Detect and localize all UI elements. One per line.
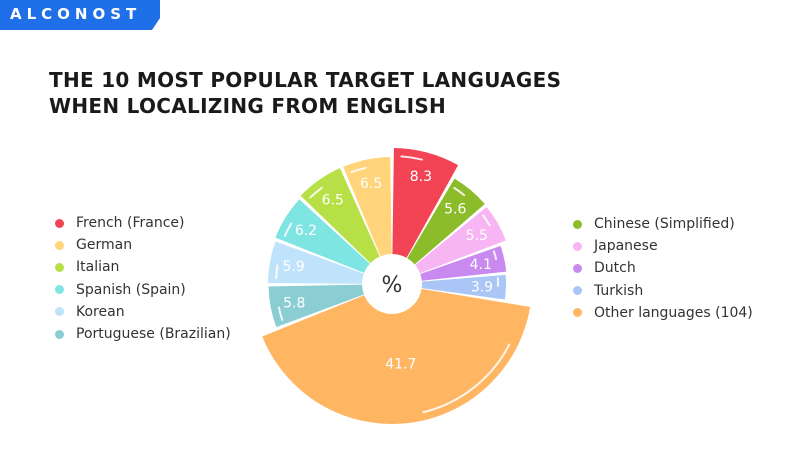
slice-value-label: 5.8 (283, 296, 305, 312)
legend-label: German (76, 237, 133, 254)
legend-left: French (France) German Italian Spanish (Spa… (55, 212, 231, 345)
brand-logo (0, 0, 160, 30)
legend-left-item: Korean (55, 301, 231, 323)
legend-left-item: Italian (55, 256, 231, 278)
legend-swatch (55, 218, 64, 228)
slice-value-label: 41.7 (385, 357, 416, 373)
pie-slice (343, 157, 392, 257)
slice-highlight (350, 166, 367, 174)
slice-highlight (453, 186, 466, 197)
legend-right-item: Japanese (573, 235, 753, 257)
legend-left-item: French (France) (55, 212, 231, 234)
pie-slice (275, 199, 370, 273)
chart-title: THE 10 MOST POPULAR TARGET LANGUAGES WHE… (49, 67, 569, 119)
legend-swatch (573, 308, 582, 318)
slice-highlight (422, 343, 511, 414)
legend-label: Chinese (Simplified) (594, 216, 735, 233)
legend-swatch (573, 286, 582, 296)
pie-slice (300, 168, 380, 264)
slice-highlight (492, 250, 498, 261)
center-label: % (382, 273, 403, 298)
legend-swatch (573, 241, 582, 251)
slice-highlight (309, 186, 323, 199)
legend-label: Dutch (594, 260, 636, 277)
chart-title-line-1: THE 10 MOST POPULAR TARGET LANGUAGES (49, 68, 562, 92)
slice-value-label: 3.9 (471, 280, 493, 296)
legend-swatch (55, 329, 64, 339)
legend-right: Chinese (Simplified) Japanese Dutch Turkish… (573, 213, 753, 324)
legend-label: Japanese (594, 238, 658, 255)
slice-value-label: 6.5 (322, 193, 344, 209)
slice-value-label: 8.3 (410, 169, 432, 185)
slice-value-label: 6.5 (360, 176, 382, 192)
chart-title-line-2: WHEN LOCALIZING FROM ENGLISH (49, 94, 447, 118)
pie-slice (262, 288, 531, 424)
legend-right-item: Turkish (573, 280, 753, 302)
slice-value-label: 4.1 (470, 257, 492, 273)
legend-swatch (55, 307, 64, 317)
legend-left-item: Portuguese (Brazilian) (55, 323, 231, 345)
slice-highlight (283, 222, 293, 237)
legend-label: Other languages (104) (594, 304, 753, 321)
slice-value-label: 6.2 (295, 223, 317, 239)
legend-swatch (55, 262, 64, 272)
legend-label: Portuguese (Brazilian) (76, 326, 231, 343)
pie-slice (415, 206, 506, 274)
slice-highlight (400, 155, 423, 161)
legend-label: Italian (76, 259, 120, 276)
legend-right-item: Other languages (104) (573, 302, 753, 324)
legend-swatch (55, 240, 64, 250)
pie-slice (268, 241, 364, 284)
pie-slice (392, 148, 459, 258)
legend-label: Spanish (Spain) (76, 281, 186, 298)
legend-left-item: Spanish (Spain) (55, 279, 231, 301)
legend-label: Korean (76, 303, 125, 320)
legend-swatch (573, 219, 582, 229)
slice-value-label: 5.5 (466, 228, 488, 244)
brand-name: ALCONOST (10, 5, 142, 23)
slice-highlight (482, 214, 491, 227)
legend-swatch (573, 263, 582, 273)
pie-slice (268, 284, 364, 328)
legend-right-item: Dutch (573, 257, 753, 279)
legend-left-item: German (55, 234, 231, 256)
slice-value-label: 5.6 (444, 202, 466, 218)
pie-slice (407, 178, 485, 265)
pie-slice (421, 274, 506, 300)
pie-slice (420, 245, 507, 281)
slice-value-label: 5.9 (282, 259, 304, 275)
legend-swatch (55, 285, 64, 295)
slice-highlight (277, 306, 284, 321)
legend-right-item: Chinese (Simplified) (573, 213, 753, 235)
legend-label: French (France) (76, 215, 185, 232)
legend-label: Turkish (594, 282, 644, 299)
slice-highlight (275, 264, 279, 280)
